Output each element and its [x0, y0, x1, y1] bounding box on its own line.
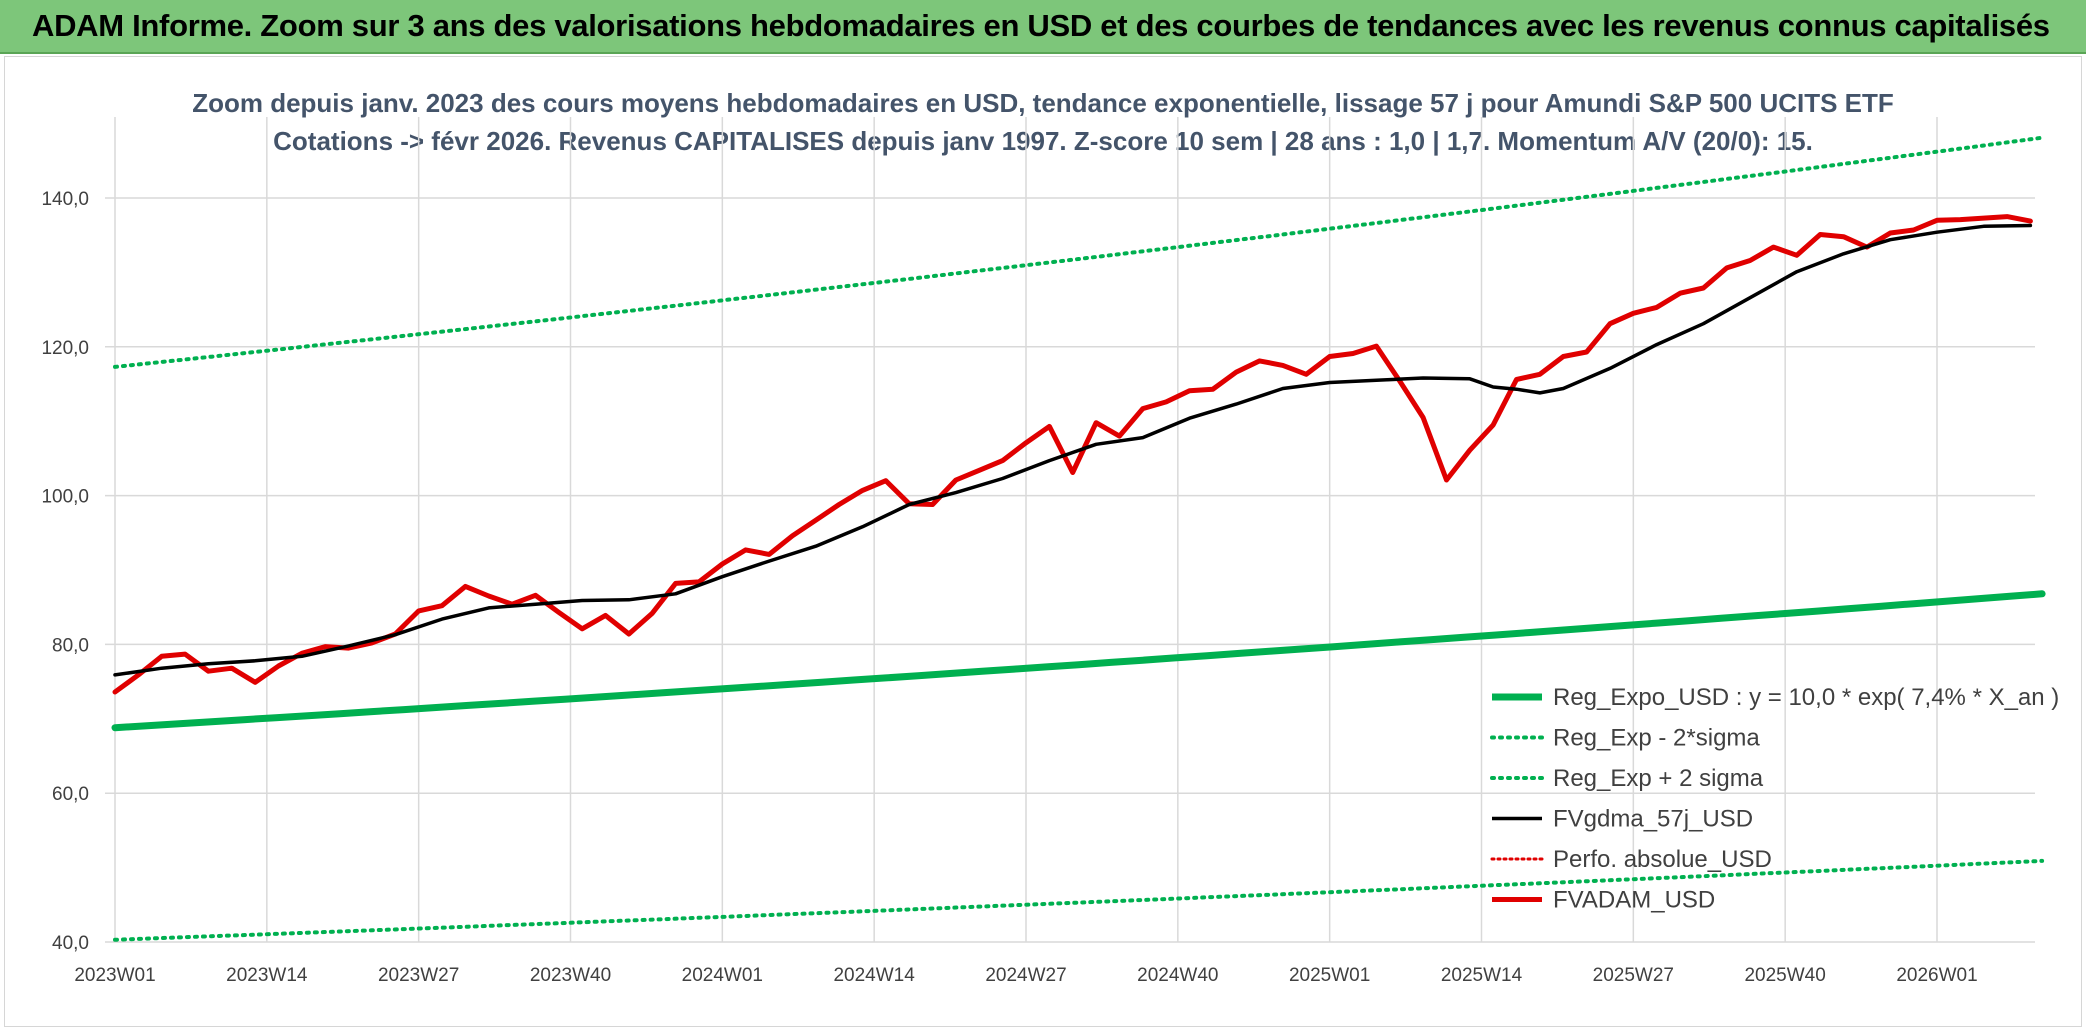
x-tick-label: 2025W40 [1744, 965, 1825, 986]
legend-label: Perfo. absolue_USD [1553, 846, 1772, 873]
report-title: ADAM Informe. Zoom sur 3 ans des valoris… [32, 8, 2050, 43]
series-group [111, 135, 2046, 942]
legend: Reg_Expo_USD : y = 10,0 * exp( 7,4% * X_… [1490, 684, 2059, 914]
chart-subtitle-line2: Cotations -> févr 2026. Revenus CAPITALI… [273, 126, 1813, 156]
legend-label: Reg_Exp + 2 sigma [1553, 765, 1764, 792]
chart-subtitle-line1: Zoom depuis janv. 2023 des cours moyens … [192, 88, 1894, 118]
y-tick-label: 60,0 [52, 784, 89, 805]
x-tick-label: 2025W14 [1441, 965, 1523, 986]
report-banner: ADAM Informe. Zoom sur 3 ans des valoris… [0, 0, 2086, 54]
series-line-1 [113, 858, 2045, 942]
chart-area: Zoom depuis janv. 2023 des cours moyens … [4, 56, 2082, 1027]
x-tick-label: 2024W01 [682, 965, 763, 986]
y-tick-label: 80,0 [52, 635, 89, 656]
x-tick-label: 2025W27 [1593, 965, 1674, 986]
legend-label: Reg_Exp - 2*sigma [1553, 725, 1760, 752]
legend-label: FVADAM_USD [1553, 887, 1715, 914]
series-line-2 [113, 135, 2045, 369]
x-tick-label: 2023W40 [530, 965, 611, 986]
x-tick-label: 2023W01 [74, 965, 155, 986]
x-tick-label: 2024W40 [1137, 965, 1218, 986]
series-line-3 [113, 223, 2033, 677]
y-tick-label: 120,0 [41, 338, 89, 359]
x-tick-label: 2024W27 [985, 965, 1066, 986]
x-axis: 2023W01 2023W14 2023W27 2023W40 2024W01 2024W… [74, 965, 1977, 986]
y-axis: 40,0 60,0 80,0 100,0 120,0 140,0 [41, 189, 89, 954]
series-line-5 [112, 214, 2033, 695]
y-tick-label: 140,0 [41, 189, 89, 210]
series-line-0 [111, 590, 2046, 732]
x-tick-label: 2023W27 [378, 965, 459, 986]
x-tick-label: 2026W01 [1896, 965, 1977, 986]
x-tick-label: 2024W14 [833, 965, 915, 986]
x-tick-label: 2025W01 [1289, 965, 1370, 986]
legend-label: Reg_Expo_USD : y = 10,0 * exp( 7,4% * X_… [1553, 684, 2059, 711]
grid [105, 117, 2035, 943]
y-tick-label: 40,0 [52, 933, 89, 954]
y-tick-label: 100,0 [41, 487, 89, 508]
legend-label: FVgdma_57j_USD [1553, 806, 1753, 833]
line-chart: Zoom depuis janv. 2023 des cours moyens … [41, 88, 2059, 986]
x-tick-label: 2023W14 [226, 965, 308, 986]
